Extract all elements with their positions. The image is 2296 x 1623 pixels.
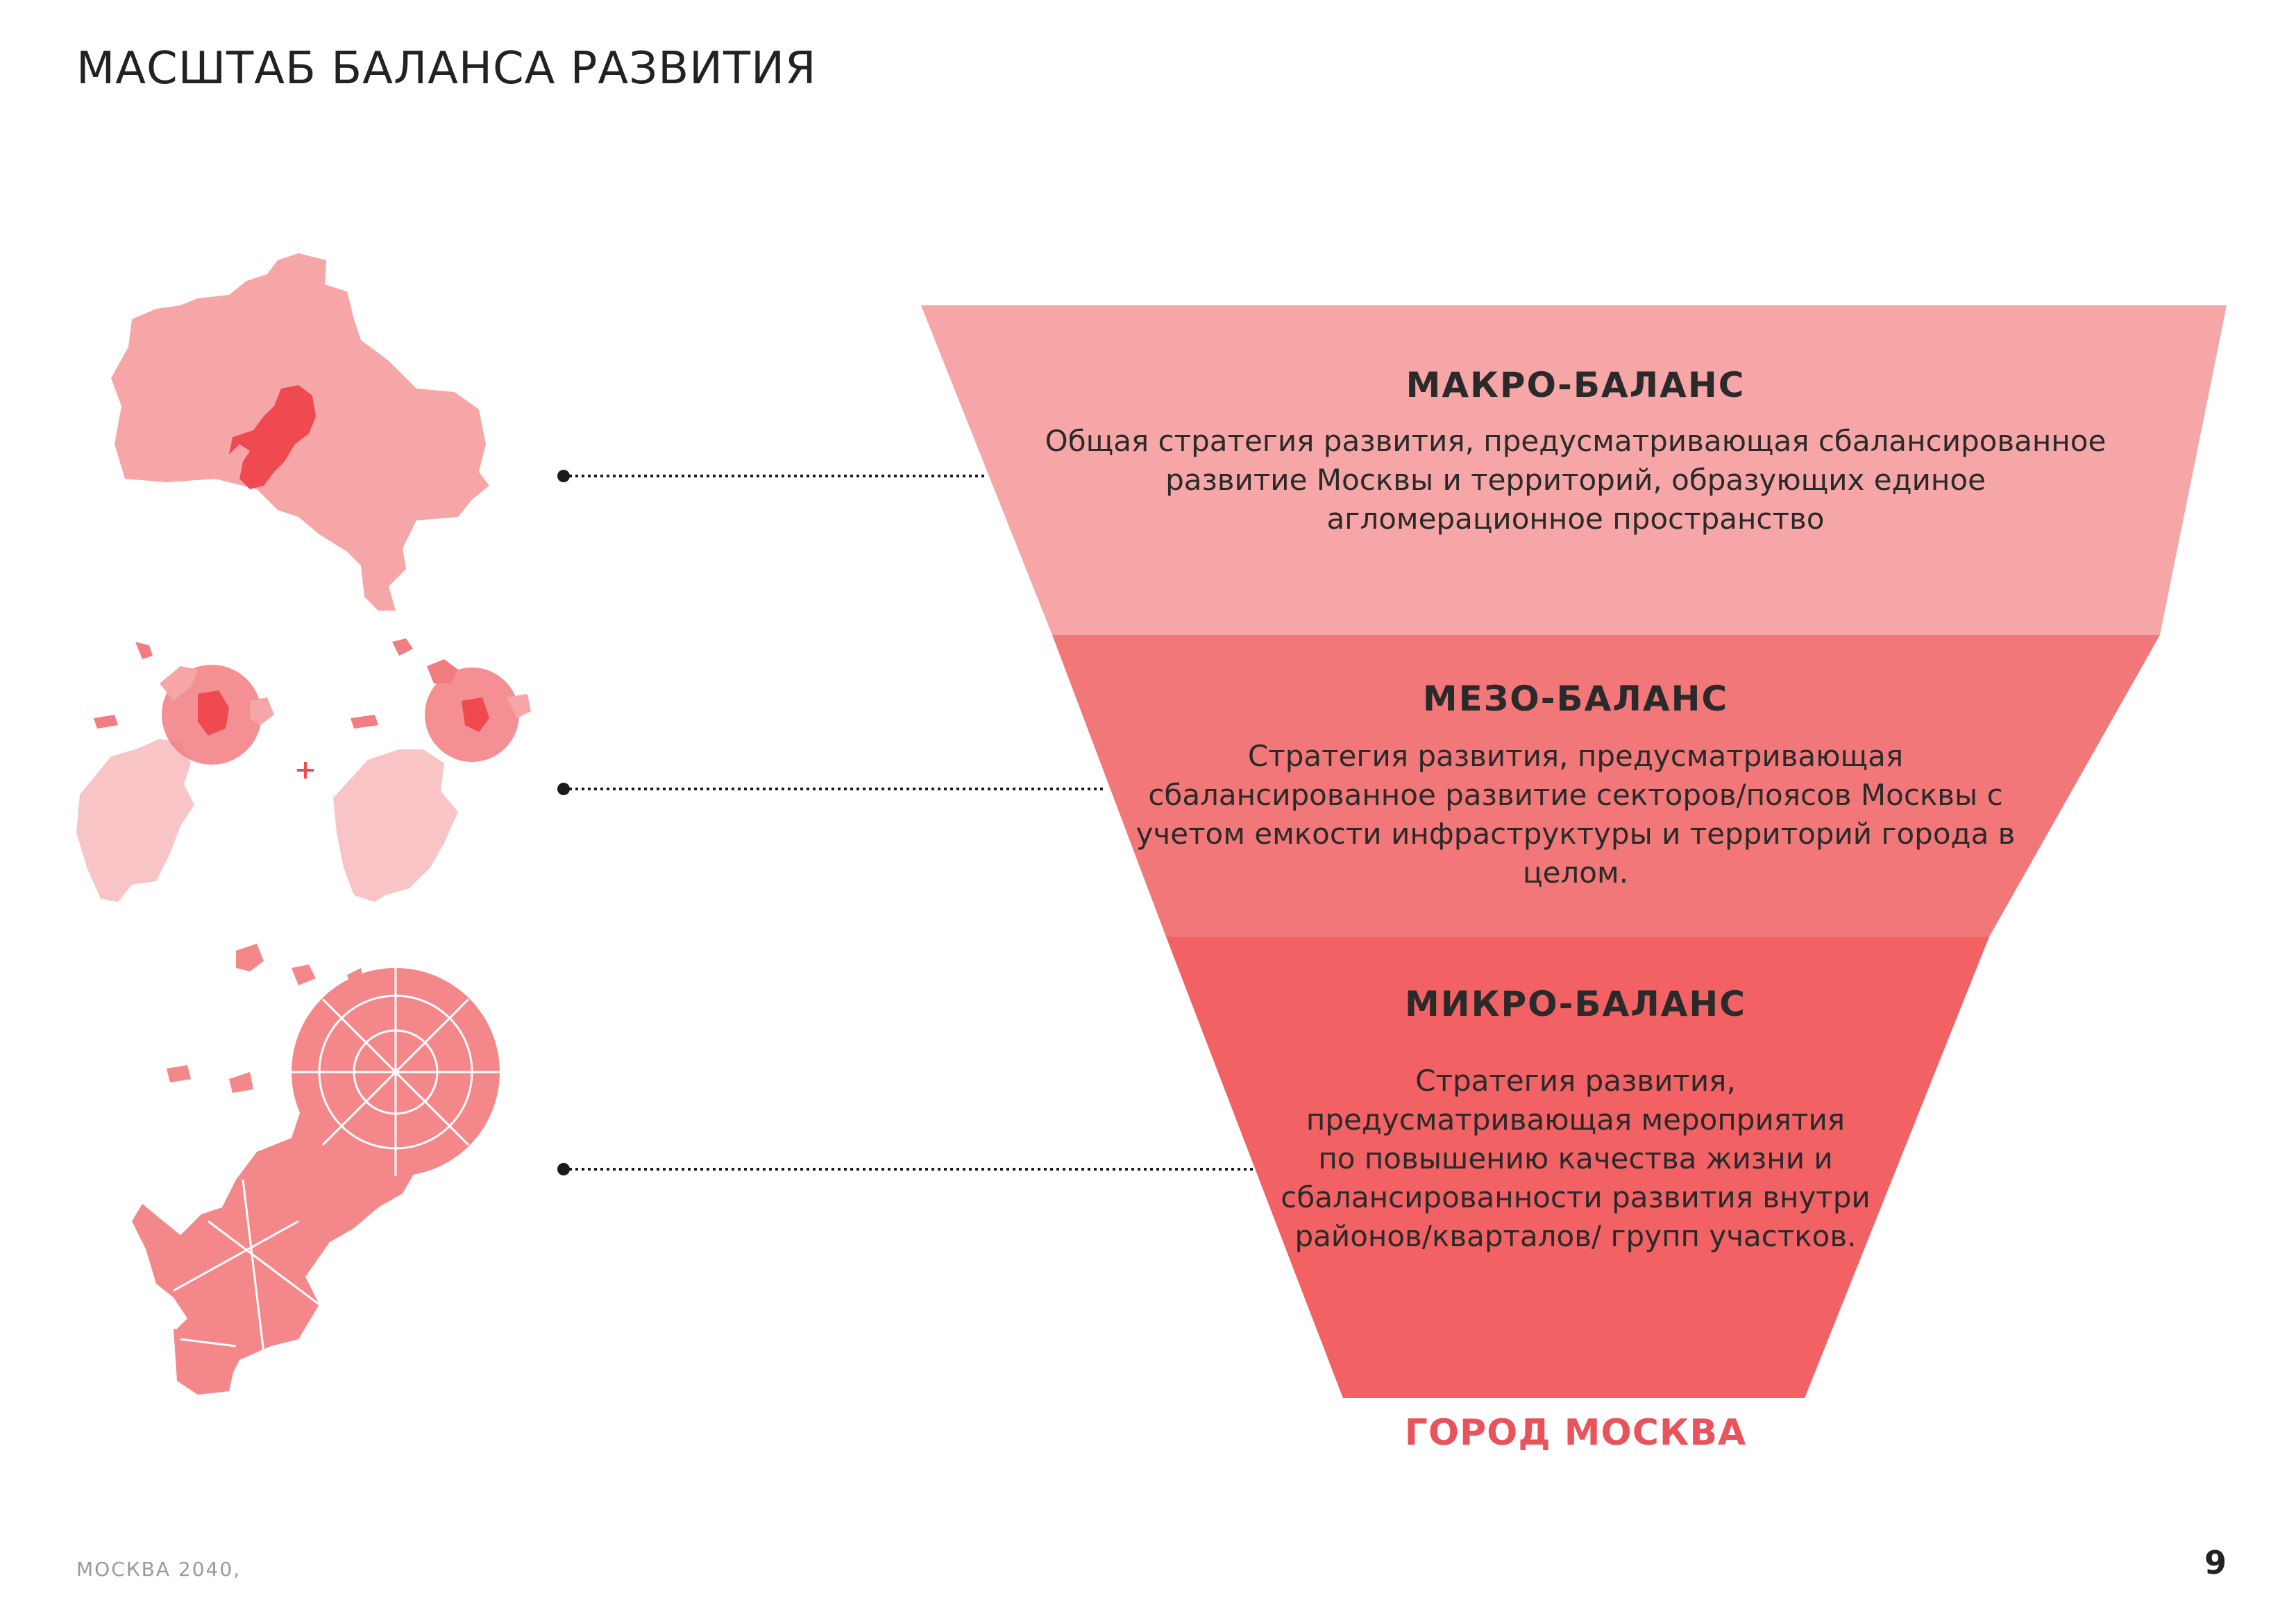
moscow-districts-map — [132, 944, 500, 1395]
meso-balance-description: Стратегия развития, предусматривающая сб… — [1083, 737, 2068, 892]
moscow-city-shape — [229, 385, 316, 489]
page-title: МАСШТАБ БАЛАНСА РАЗВИТИЯ — [76, 43, 817, 94]
plus-icon — [297, 762, 314, 779]
connector-meso — [557, 783, 1106, 795]
macro-balance-heading: МАКРО-БАЛАНС — [1406, 365, 1746, 405]
micro-balance-heading: МИКРО-БАЛАНС — [1405, 984, 1746, 1024]
page-number: 9 — [2204, 1544, 2227, 1581]
macro-balance-description: Общая стратегия развития, предусматриваю… — [993, 422, 2159, 538]
funnel-micro-level — [1166, 937, 1989, 1398]
macro-description-line: развитие Москвы и территорий, образующих… — [1165, 463, 1986, 497]
connector-macro — [557, 470, 984, 482]
meso-balance-heading: МЕЗО-БАЛАНС — [1422, 679, 1729, 719]
meso-description-line: сбалансированное развитие секторов/поясо… — [1148, 778, 2003, 812]
micro-description-line: районов/кварталов/ групп участков. — [1294, 1219, 1857, 1253]
micro-description-line: предусматривающая мероприятия — [1306, 1103, 1846, 1137]
funnel-meso-level — [1052, 635, 2160, 937]
connector-micro — [557, 1163, 1253, 1175]
meso-description-line: целом. — [1522, 856, 1628, 890]
micro-balance-description: Стратегия развития, предусматривающая ме… — [1222, 1062, 1930, 1256]
funnel-macro-level — [921, 305, 2227, 635]
meso-description-line: Стратегия развития, предусматривающая — [1247, 739, 1904, 773]
macro-description-line: Общая стратегия развития, предусматриваю… — [1045, 424, 2107, 458]
macro-description-line: агломерационное пространство — [1326, 502, 1825, 536]
footer-caption: МОСКВА 2040, — [76, 1558, 242, 1581]
micro-description-line: Стратегия развития, — [1415, 1064, 1736, 1098]
micro-description-line: сбалансированности развития внутри — [1281, 1180, 1871, 1214]
moscow-region-map — [111, 253, 489, 611]
moscow-city-label: ГОРОД МОСКВА — [1404, 1412, 1747, 1454]
meso-description-line: учетом емкости инфраструктуры и территор… — [1136, 817, 2016, 851]
moscow-sectors-map — [76, 638, 531, 902]
micro-description-line: по повышению качества жизни и — [1318, 1141, 1833, 1175]
